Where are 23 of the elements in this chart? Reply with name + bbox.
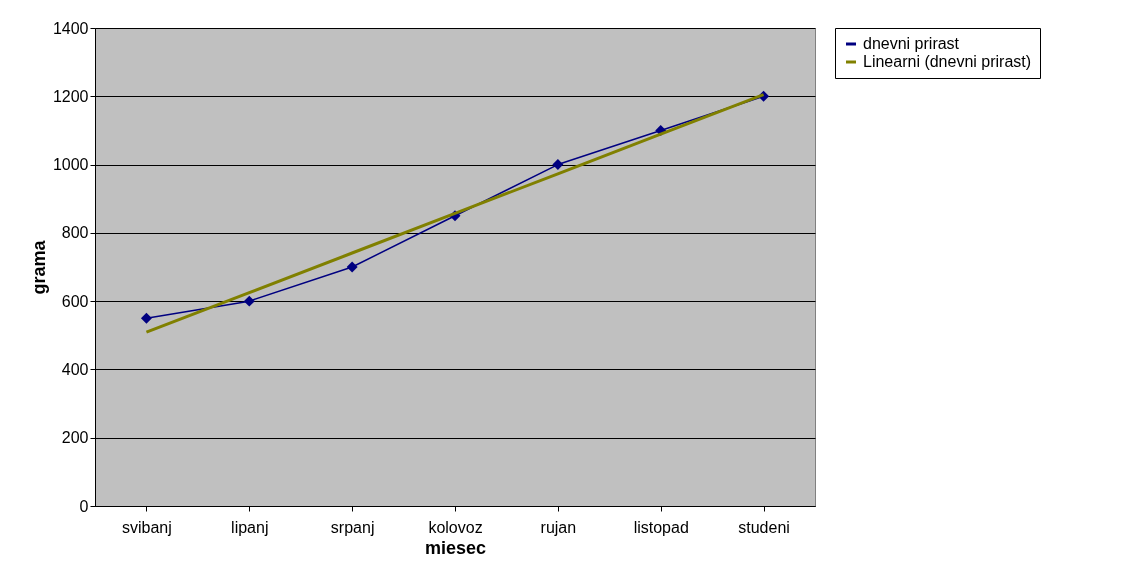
point — [552, 159, 564, 171]
x-tick-label: listopad — [633, 518, 689, 536]
point — [140, 312, 152, 324]
x-tick-label: svibanj — [122, 518, 172, 536]
y-tick-label: 1200 — [52, 87, 89, 105]
legend-label: dnevni prirast — [863, 35, 960, 52]
x-tick-label: studeni — [738, 518, 790, 536]
point — [346, 261, 358, 273]
y-tick-label: 1400 — [52, 19, 89, 37]
x-tick-label: rujan — [540, 518, 577, 536]
legend-label: Linearni (dnevni prirast) — [863, 53, 1032, 70]
y-axis-title: grama — [28, 239, 49, 295]
y-tick-label: 200 — [61, 429, 89, 447]
x-tick-label: lipanj — [231, 518, 269, 536]
y-tick-label: 600 — [61, 292, 89, 310]
x-axis-title: miesec — [424, 537, 487, 558]
x-tick-label: kolovoz — [428, 518, 483, 536]
y-tick-label: 400 — [61, 360, 89, 378]
y-tick-label: 800 — [61, 224, 89, 242]
point — [243, 295, 255, 307]
y-tick-label: 0 — [79, 497, 89, 515]
x-tick-label: srpanj — [330, 518, 375, 536]
y-tick-label: 1000 — [52, 156, 89, 174]
